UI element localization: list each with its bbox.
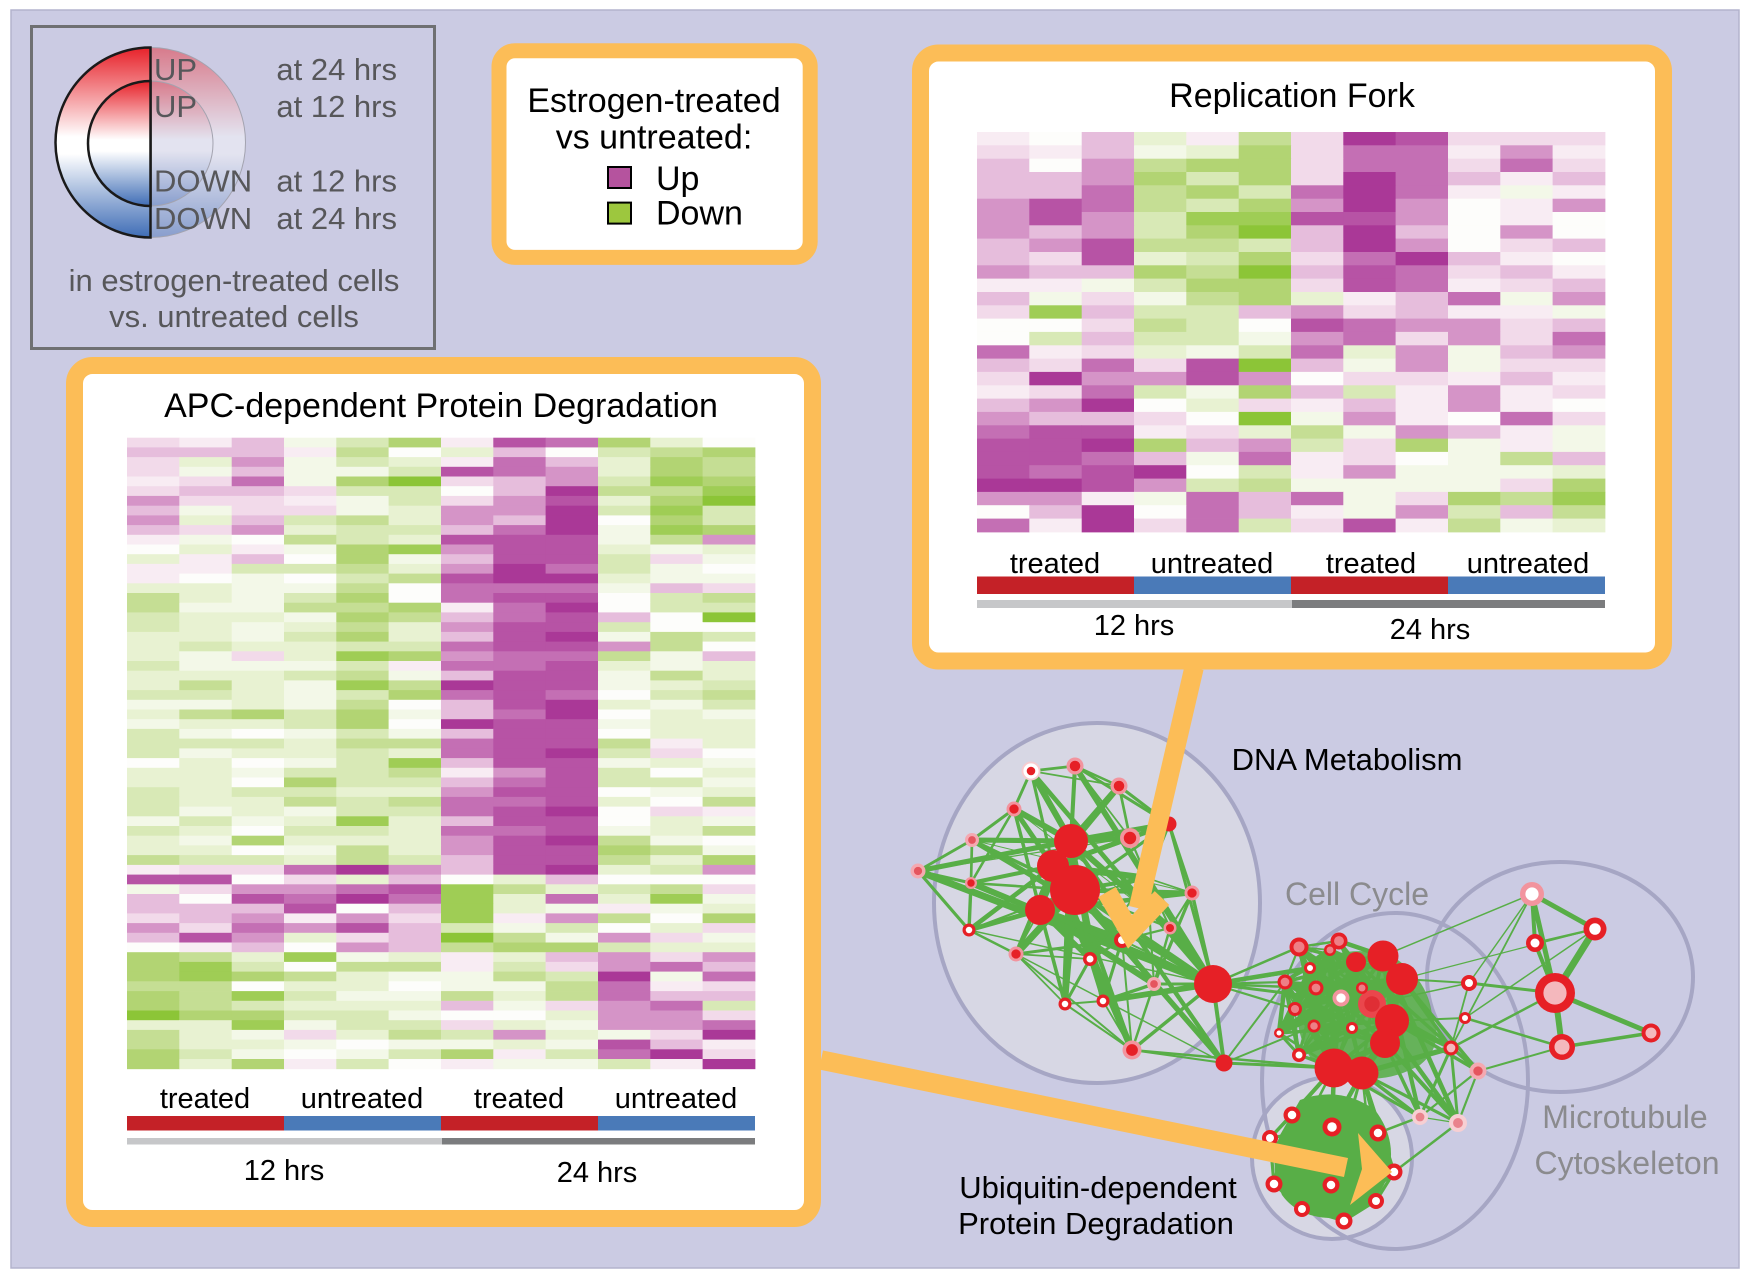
svg-text:Replication Fork: Replication Fork	[1169, 77, 1416, 115]
svg-text:UP: UP	[154, 52, 197, 87]
svg-text:treated: treated	[1010, 548, 1100, 580]
svg-text:24 hrs: 24 hrs	[1390, 614, 1471, 646]
svg-text:Estrogen-treated: Estrogen-treated	[527, 82, 780, 120]
svg-text:Microtubule: Microtubule	[1542, 1099, 1707, 1135]
svg-text:12 hrs: 12 hrs	[1094, 610, 1175, 642]
svg-text:Cytoskeleton: Cytoskeleton	[1535, 1145, 1720, 1181]
svg-text:at 24 hrs: at 24 hrs	[276, 52, 397, 87]
svg-text:in estrogen-treated cells: in estrogen-treated cells	[69, 263, 400, 298]
svg-text:DOWN: DOWN	[154, 201, 252, 236]
svg-text:vs untreated:: vs untreated:	[556, 119, 753, 157]
svg-text:treated: treated	[1326, 548, 1416, 580]
svg-text:treated: treated	[160, 1083, 250, 1115]
svg-text:at 12 hrs: at 12 hrs	[276, 89, 397, 124]
svg-text:Protein Degradation: Protein Degradation	[958, 1206, 1234, 1241]
svg-text:untreated: untreated	[1151, 548, 1274, 580]
svg-text:untreated: untreated	[1467, 548, 1590, 580]
svg-text:at 12 hrs: at 12 hrs	[276, 164, 397, 199]
svg-text:12 hrs: 12 hrs	[244, 1155, 325, 1187]
svg-text:24 hrs: 24 hrs	[557, 1157, 638, 1189]
svg-text:treated: treated	[474, 1083, 564, 1115]
svg-text:Ubiquitin-dependent: Ubiquitin-dependent	[959, 1170, 1237, 1205]
svg-text:untreated: untreated	[615, 1083, 738, 1115]
svg-text:DNA Metabolism: DNA Metabolism	[1232, 742, 1463, 777]
svg-text:untreated: untreated	[301, 1083, 424, 1115]
svg-text:at 24 hrs: at 24 hrs	[276, 201, 397, 236]
svg-text:Down: Down	[656, 195, 743, 233]
svg-text:DOWN: DOWN	[154, 164, 252, 199]
svg-text:Up: Up	[656, 160, 699, 198]
svg-text:UP: UP	[154, 89, 197, 124]
svg-text:APC-dependent Protein Degradat: APC-dependent Protein Degradation	[164, 387, 718, 425]
svg-text:vs. untreated cells: vs. untreated cells	[109, 299, 359, 334]
svg-text:Cell Cycle: Cell Cycle	[1285, 876, 1429, 912]
